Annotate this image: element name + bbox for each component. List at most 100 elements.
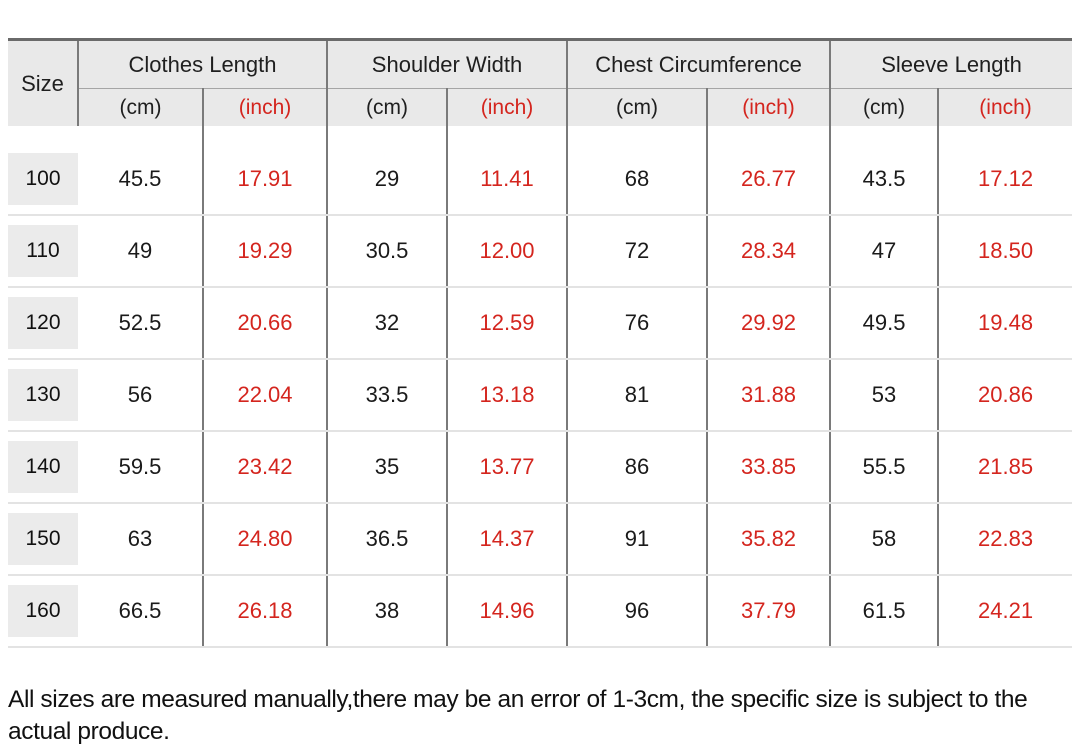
value-inch: 18.50	[937, 215, 1073, 288]
value-cm: 38	[326, 575, 447, 648]
value-cm: 35	[326, 431, 447, 504]
value-inch: 20.86	[937, 359, 1073, 432]
size-table: Size Clothes Length Shoulder Width Chest…	[8, 41, 1073, 648]
size-value: 110	[8, 225, 78, 277]
value-cm: 96	[566, 575, 708, 648]
header-units-row: (cm) (inch) (cm) (inch) (cm) (inch) (cm)…	[8, 88, 1073, 126]
value-inch: 24.80	[202, 503, 327, 576]
table-row: 120 52.5 20.66 32 12.59 76 29.92 49.5 19.48	[8, 287, 1073, 360]
value-cm: 45.5	[78, 144, 203, 216]
group-header-sleeve-length: Sleeve Length	[829, 41, 1073, 89]
unit-header-inch: (inch)	[706, 88, 831, 126]
value-inch: 31.88	[706, 359, 831, 432]
spacer-cell	[445, 126, 568, 144]
spacer-cell	[326, 126, 447, 144]
value-inch: 13.18	[445, 359, 568, 432]
value-inch: 21.85	[937, 431, 1073, 504]
size-cell: 150	[8, 503, 78, 576]
table-row: 160 66.5 26.18 38 14.96 96 37.79 61.5 24.21	[8, 575, 1073, 648]
spacer-cell	[706, 126, 831, 144]
size-value: 140	[8, 441, 78, 493]
size-column-header: Size	[8, 41, 78, 126]
value-inch: 19.48	[937, 287, 1073, 360]
unit-header-inch: (inch)	[445, 88, 568, 126]
value-inch: 35.82	[706, 503, 831, 576]
unit-header-cm: (cm)	[566, 88, 708, 126]
header-group-row: Size Clothes Length Shoulder Width Chest…	[8, 41, 1073, 126]
spacer-cell	[8, 126, 78, 144]
value-inch: 19.29	[202, 215, 327, 288]
value-cm: 52.5	[78, 287, 203, 360]
value-inch: 24.21	[937, 575, 1073, 648]
value-cm: 49	[78, 215, 203, 288]
value-cm: 91	[566, 503, 708, 576]
unit-header-inch: (inch)	[937, 88, 1073, 126]
value-inch: 14.96	[445, 575, 568, 648]
unit-header-inch: (inch)	[202, 88, 327, 126]
value-cm: 33.5	[326, 359, 447, 432]
table-row: 130 56 22.04 33.5 13.18 81 31.88 53 20.86	[8, 359, 1073, 432]
value-cm: 66.5	[78, 575, 203, 648]
value-inch: 12.00	[445, 215, 568, 288]
value-inch: 29.92	[706, 287, 831, 360]
value-cm: 43.5	[829, 144, 939, 216]
spacer-cell	[202, 126, 327, 144]
size-cell: 160	[8, 575, 78, 648]
value-inch: 20.66	[202, 287, 327, 360]
spacer-cell	[937, 126, 1073, 144]
value-inch: 17.12	[937, 144, 1073, 216]
value-inch: 22.04	[202, 359, 327, 432]
unit-header-cm: (cm)	[77, 88, 203, 126]
value-inch: 14.37	[445, 503, 568, 576]
unit-header-cm: (cm)	[829, 88, 939, 126]
size-cell: 110	[8, 215, 78, 288]
value-cm: 63	[78, 503, 203, 576]
value-cm: 81	[566, 359, 708, 432]
unit-header-cm: (cm)	[326, 88, 447, 126]
value-inch: 26.18	[202, 575, 327, 648]
value-inch: 28.34	[706, 215, 831, 288]
table-row: 110 49 19.29 30.5 12.00 72 28.34 47 18.50	[8, 215, 1073, 288]
value-inch: 17.91	[202, 144, 327, 216]
measurement-disclaimer: All sizes are measured manually,there ma…	[8, 685, 1028, 745]
value-cm: 76	[566, 287, 708, 360]
header-body-spacer	[8, 126, 1073, 144]
size-cell: 100	[8, 144, 78, 216]
spacer-cell	[566, 126, 708, 144]
value-cm: 36.5	[326, 503, 447, 576]
table-row: 150 63 24.80 36.5 14.37 91 35.82 58 22.83	[8, 503, 1073, 576]
value-cm: 59.5	[78, 431, 203, 504]
table-body: 100 45.5 17.91 29 11.41 68 26.77 43.5 17.12 110 49…	[8, 126, 1073, 648]
value-inch: 22.83	[937, 503, 1073, 576]
value-inch: 23.42	[202, 431, 327, 504]
group-header-chest-circumference: Chest Circumference	[566, 41, 831, 89]
size-value: 120	[8, 297, 78, 349]
size-value: 150	[8, 513, 78, 565]
value-inch: 26.77	[706, 144, 831, 216]
size-value: 130	[8, 369, 78, 421]
value-inch: 11.41	[445, 144, 568, 216]
value-inch: 37.79	[706, 575, 831, 648]
table-row: 100 45.5 17.91 29 11.41 68 26.77 43.5 17.12	[8, 144, 1073, 216]
value-cm: 47	[829, 215, 939, 288]
value-cm: 61.5	[829, 575, 939, 648]
size-cell: 130	[8, 359, 78, 432]
size-chart-table: Size Clothes Length Shoulder Width Chest…	[8, 38, 1073, 648]
table-row: 140 59.5 23.42 35 13.77 86 33.85 55.5 21.85	[8, 431, 1073, 504]
value-cm: 72	[566, 215, 708, 288]
size-cell: 120	[8, 287, 78, 360]
value-cm: 49.5	[829, 287, 939, 360]
value-cm: 58	[829, 503, 939, 576]
value-cm: 32	[326, 287, 447, 360]
value-inch: 33.85	[706, 431, 831, 504]
size-value: 160	[8, 585, 78, 637]
value-cm: 29	[326, 144, 447, 216]
value-inch: 12.59	[445, 287, 568, 360]
value-inch: 13.77	[445, 431, 568, 504]
size-cell: 140	[8, 431, 78, 504]
value-cm: 55.5	[829, 431, 939, 504]
spacer-cell	[829, 126, 939, 144]
size-value: 100	[8, 153, 78, 205]
group-header-shoulder-width: Shoulder Width	[325, 41, 568, 89]
spacer-cell	[78, 126, 203, 144]
